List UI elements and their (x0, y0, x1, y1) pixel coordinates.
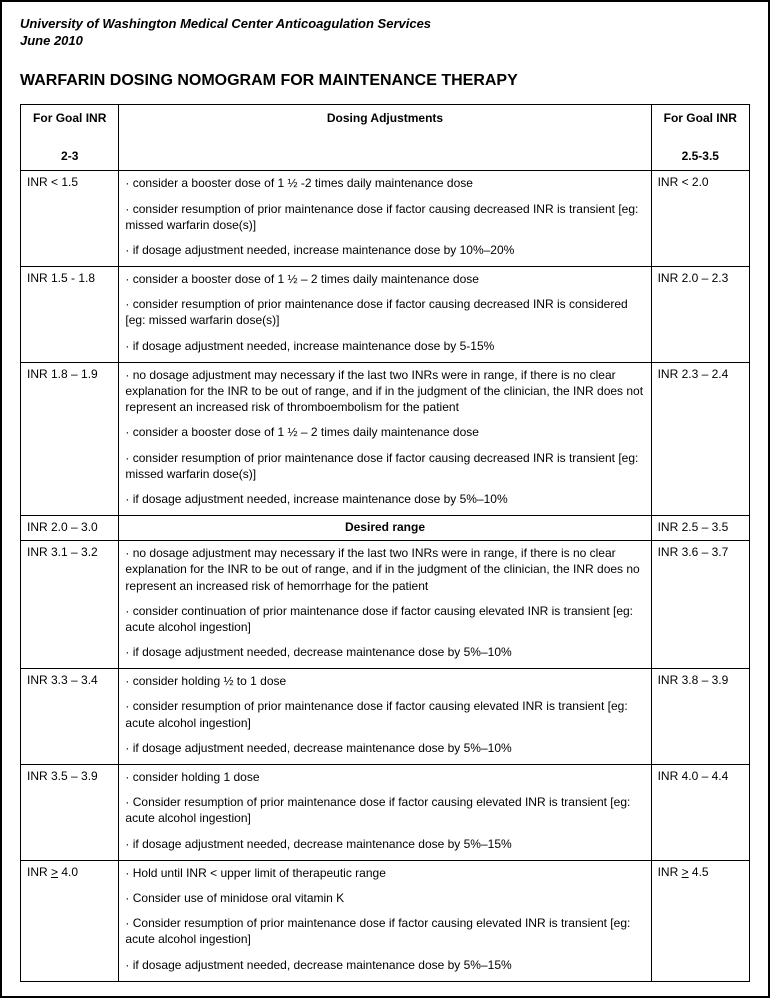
bullet-item: · consider holding ½ to 1 dose (125, 673, 644, 689)
range-right: INR < 2.0 (651, 171, 749, 267)
col-header-left-label: For Goal INR (33, 111, 106, 125)
range-left: INR < 1.5 (21, 171, 119, 267)
bullet-item: · consider a booster dose of 1 ½ – 2 tim… (125, 424, 644, 440)
bullet-item: · if dosage adjustment needed, increase … (125, 338, 644, 354)
dosing-adjustments-cell: · no dosage adjustment may necessary if … (119, 362, 651, 515)
bullet-item: · if dosage adjustment needed, decrease … (125, 740, 644, 756)
bullet-item: · if dosage adjustment needed, decrease … (125, 957, 644, 973)
bullet-item: · consider a booster dose of 1 ½ – 2 tim… (125, 271, 644, 287)
range-right: INR 2.3 – 2.4 (651, 362, 749, 515)
range-right: INR 3.8 – 3.9 (651, 669, 749, 765)
dosing-adjustments-cell: Desired range (119, 516, 651, 541)
range-left: INR 2.0 – 3.0 (21, 516, 119, 541)
dosing-adjustments-cell: · no dosage adjustment may necessary if … (119, 541, 651, 669)
col-header-center: Dosing Adjustments (119, 104, 651, 171)
range-left: INR 1.8 – 1.9 (21, 362, 119, 515)
bullet-item: · consider resumption of prior maintenan… (125, 296, 644, 328)
dosing-adjustments-cell: · consider holding ½ to 1 dose · consider… (119, 669, 651, 765)
dosing-adjustments-cell: · Hold until INR < upper limit of therap… (119, 860, 651, 981)
bullet-item: · if dosage adjustment needed, increase … (125, 242, 644, 258)
doc-date: June 2010 (20, 33, 750, 50)
bullet-item: · if dosage adjustment needed, decrease … (125, 644, 644, 660)
bullet-item: · no dosage adjustment may necessary if … (125, 545, 644, 594)
range-left: INR 1.5 - 1.8 (21, 267, 119, 363)
table-row: INR 3.1 – 3.2· no dosage adjustment may … (21, 541, 750, 669)
table-header-row: For Goal INR 2-3 Dosing Adjustments For … (21, 104, 750, 171)
col-header-right: For Goal INR 2.5-3.5 (651, 104, 749, 171)
bullet-item: · Hold until INR < upper limit of therap… (125, 865, 644, 881)
table-row: INR > 4.0 · Hold until INR < upper limit … (21, 860, 750, 981)
bullet-item: · consider resumption of prior maintenan… (125, 201, 644, 233)
range-right: INR 2.5 – 3.5 (651, 516, 749, 541)
bullet-item: · consider holding 1 dose (125, 769, 644, 785)
dosing-adjustments-cell: · consider holding 1 dose · Consider resu… (119, 765, 651, 861)
document-title: WARFARIN DOSING NOMOGRAM FOR MAINTENANCE… (20, 72, 750, 90)
bullet-item: · consider a booster dose of 1 ½ -2 time… (125, 175, 644, 191)
bullet-item: · if dosage adjustment needed, decrease … (125, 836, 644, 852)
table-row: INR 3.5 – 3.9· consider holding 1 dose· … (21, 765, 750, 861)
dosing-adjustments-cell: · consider a booster dose of 1 ½ – 2 tim… (119, 267, 651, 363)
table-row: INR 3.3 – 3.4· consider holding ½ to 1 d… (21, 669, 750, 765)
range-right: INR 3.6 – 3.7 (651, 541, 749, 669)
bullet-item: · consider resumption of prior maintenan… (125, 450, 644, 482)
range-right: INR 2.0 – 2.3 (651, 267, 749, 363)
bullet-item: · Consider use of minidose oral vitamin … (125, 890, 644, 906)
range-left: INR 3.5 – 3.9 (21, 765, 119, 861)
range-left: INR 3.3 – 3.4 (21, 669, 119, 765)
col-header-right-label: For Goal INR (664, 111, 737, 125)
table-row: INR 1.5 - 1.8 · consider a booster dose o… (21, 267, 750, 363)
range-right: INR > 4.5 (651, 860, 749, 981)
range-left: INR 3.1 – 3.2 (21, 541, 119, 669)
table-body: INR < 1.5 · consider a booster dose of 1 … (21, 171, 750, 981)
document-page: University of Washington Medical Center … (0, 0, 770, 998)
bullet-item: · consider continuation of prior mainten… (125, 603, 644, 635)
org-name: University of Washington Medical Center … (20, 16, 750, 33)
col-header-left: For Goal INR 2-3 (21, 104, 119, 171)
nomogram-table: For Goal INR 2-3 Dosing Adjustments For … (20, 104, 750, 982)
range-right: INR 4.0 – 4.4 (651, 765, 749, 861)
bullet-item: · if dosage adjustment needed, increase … (125, 491, 644, 507)
table-row: INR 1.8 – 1.9· no dosage adjustment may … (21, 362, 750, 515)
bullet-item: · Consider resumption of prior maintenan… (125, 794, 644, 826)
table-row: INR < 1.5 · consider a booster dose of 1 … (21, 171, 750, 267)
bullet-item: · no dosage adjustment may necessary if … (125, 367, 644, 416)
dosing-adjustments-cell: · consider a booster dose of 1 ½ -2 time… (119, 171, 651, 267)
bullet-item: · consider resumption of prior maintenan… (125, 698, 644, 730)
col-header-left-range: 2-3 (61, 149, 78, 163)
table-row: INR 2.0 – 3.0Desired rangeINR 2.5 – 3.5 (21, 516, 750, 541)
range-left: INR > 4.0 (21, 860, 119, 981)
bullet-item: · Consider resumption of prior maintenan… (125, 915, 644, 947)
col-header-right-range: 2.5-3.5 (682, 149, 719, 163)
